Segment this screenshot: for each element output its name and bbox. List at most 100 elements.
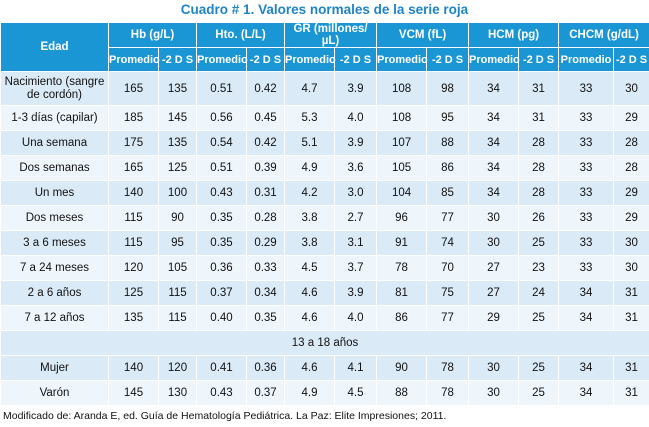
table-cell: 28: [519, 181, 559, 206]
table-cell: 0.42: [247, 72, 285, 106]
table-cell: 28: [519, 156, 559, 181]
table-cell: 4.2: [285, 181, 335, 206]
table-cell: 33: [559, 256, 614, 281]
row-label: Una semana: [1, 131, 109, 156]
table-cell: 185: [109, 106, 159, 131]
table-cell: 0.51: [197, 156, 247, 181]
table-cell: 105: [377, 156, 427, 181]
table-cell: 115: [109, 206, 159, 231]
table-cell: 33: [559, 181, 614, 206]
table-cell: 34: [469, 106, 519, 131]
table-cell: 25: [519, 231, 559, 256]
table-cell: 4.5: [285, 256, 335, 281]
table-cell: 0.28: [247, 206, 285, 231]
table-cell: 135: [159, 72, 197, 106]
subheader-2ds: -2 D S: [335, 48, 377, 72]
row-label: Nacimiento (sangre de cordón): [1, 72, 109, 106]
table-cell: 28: [614, 131, 649, 156]
table-cell: 120: [159, 356, 197, 381]
table-cell: 0.51: [197, 72, 247, 106]
table-cell: 104: [377, 181, 427, 206]
table-cell: 33: [559, 106, 614, 131]
table-cell: 29: [614, 106, 649, 131]
table-cell: 165: [109, 72, 159, 106]
table-cell: 34: [559, 281, 614, 306]
table-cell: 25: [519, 381, 559, 406]
subheader-promedio: Promedio: [109, 48, 159, 72]
table-cell: 34: [469, 156, 519, 181]
row-label: Mujer: [1, 356, 109, 381]
table-cell: 0.43: [197, 381, 247, 406]
table-cell: 3.0: [335, 181, 377, 206]
table-cell: 175: [109, 131, 159, 156]
table-cell: 115: [109, 231, 159, 256]
table-cell: 4.9: [285, 156, 335, 181]
table-cell: 90: [377, 356, 427, 381]
table-cell: 0.54: [197, 131, 247, 156]
table-cell: 31: [614, 306, 649, 331]
table-cell: 34: [559, 356, 614, 381]
subheader-2ds: -2 D S: [519, 48, 559, 72]
header-hcm: HCM (pg): [469, 23, 559, 48]
table-cell: 90: [159, 206, 197, 231]
row-label: Un mes: [1, 181, 109, 206]
table-cell: 34: [559, 306, 614, 331]
table-cell: 135: [109, 306, 159, 331]
table-cell: 85: [427, 181, 469, 206]
table-cell: 125: [159, 156, 197, 181]
header-hto: Hto. (L/L): [197, 23, 285, 48]
table-cell: 30: [469, 206, 519, 231]
subheader-promedio: Promedio: [285, 48, 335, 72]
table-cell: 31: [614, 381, 649, 406]
table-title: Cuadro # 1. Valores normales de la serie…: [0, 0, 649, 22]
row-label: 2 a 6 años: [1, 281, 109, 306]
table-cell: 25: [519, 306, 559, 331]
footnote: Modificado de: Aranda E, ed. Guía de Hem…: [1, 406, 649, 427]
header-chcm: CHCM (g/dL): [559, 23, 649, 48]
table-cell: 0.35: [197, 231, 247, 256]
table-cell: 4.1: [335, 356, 377, 381]
table-cell: 95: [427, 106, 469, 131]
table-cell: 3.8: [285, 231, 335, 256]
table-cell: 31: [614, 356, 649, 381]
header-gr: GR (millones/µL): [285, 23, 377, 48]
table-cell: 33: [559, 231, 614, 256]
table-cell: 31: [519, 106, 559, 131]
table-cell: 3.8: [285, 206, 335, 231]
table-cell: 145: [159, 106, 197, 131]
table-cell: 33: [559, 72, 614, 106]
table-cell: 0.31: [247, 181, 285, 206]
table-cell: 78: [427, 381, 469, 406]
table-cell: 0.36: [197, 256, 247, 281]
table-cell: 125: [109, 281, 159, 306]
table-cell: 4.6: [285, 306, 335, 331]
table-cell: 78: [377, 256, 427, 281]
table-cell: 0.35: [247, 306, 285, 331]
row-label: Varón: [1, 381, 109, 406]
table-cell: 24: [519, 281, 559, 306]
table-cell: 33: [559, 131, 614, 156]
table-cell: 81: [377, 281, 427, 306]
table-cell: 120: [109, 256, 159, 281]
table-cell: 34: [469, 131, 519, 156]
red-series-table: Edad Hb (g/L) Hto. (L/L) GR (millones/µL…: [0, 22, 649, 427]
table-cell: 28: [614, 156, 649, 181]
table-cell: 108: [377, 106, 427, 131]
row-label: Dos semanas: [1, 156, 109, 181]
table-cell: 70: [427, 256, 469, 281]
table-cell: 130: [159, 381, 197, 406]
table-cell: 0.37: [197, 281, 247, 306]
subheader-promedio: Promedio: [197, 48, 247, 72]
table-cell: 31: [519, 72, 559, 106]
table-cell: 75: [427, 281, 469, 306]
